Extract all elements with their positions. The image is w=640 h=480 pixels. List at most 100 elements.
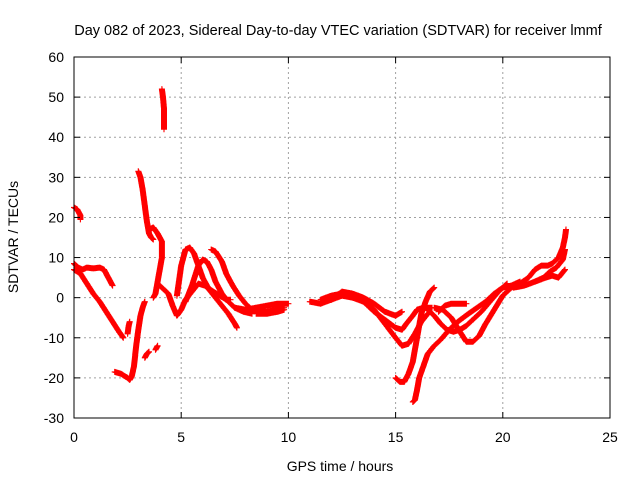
data-point — [76, 208, 78, 211]
data-point — [92, 267, 94, 269]
data-point — [163, 128, 165, 130]
axes: 0 5 10 15 20 25 -30 -20 -10 0 10 20 30 40 50 60 — [44, 49, 618, 445]
data-point — [79, 273, 82, 275]
data-point — [485, 301, 487, 303]
data-point — [146, 353, 148, 355]
data-point — [266, 305, 268, 307]
data-point — [557, 256, 560, 259]
x-tick-label: 5 — [177, 429, 185, 445]
data-point — [565, 228, 567, 231]
data-series-arc-16 — [253, 306, 288, 317]
data-point — [309, 301, 311, 303]
data-point — [373, 303, 375, 305]
data-point — [99, 301, 101, 303]
data-point-markers — [124, 318, 133, 337]
data-point — [506, 283, 508, 285]
data-series-arc-23 — [431, 280, 523, 345]
data-point — [208, 289, 210, 291]
data-point — [107, 277, 109, 279]
data-point — [135, 345, 137, 347]
data-point — [157, 232, 159, 235]
y-tick-label: 0 — [56, 290, 64, 306]
data-point — [427, 353, 429, 355]
data-point — [127, 377, 129, 379]
data-point — [412, 315, 414, 317]
data-point — [129, 379, 131, 381]
data-point — [395, 337, 397, 339]
data-point — [122, 337, 124, 339]
data-series-arc-15 — [231, 300, 292, 313]
data-point — [197, 264, 199, 267]
data-point — [362, 301, 365, 303]
data-series-arc-04 — [111, 298, 148, 383]
data-point — [227, 301, 229, 303]
data-point — [163, 289, 165, 291]
data-point — [159, 236, 161, 239]
data-point — [457, 321, 459, 323]
x-tick-label: 20 — [495, 429, 511, 445]
y-tick-label: 10 — [48, 250, 64, 266]
data-point-markers — [135, 168, 157, 243]
data-point — [154, 349, 157, 351]
data-point — [176, 315, 178, 317]
data-point — [105, 311, 107, 313]
data-point — [562, 246, 564, 249]
data-point — [142, 188, 144, 190]
data-point — [551, 275, 553, 277]
data-point — [433, 315, 435, 317]
data-series-arc-19 — [328, 292, 435, 333]
data-point — [416, 337, 418, 339]
data-point — [159, 285, 161, 287]
data-point — [407, 373, 410, 375]
data-point — [502, 295, 504, 297]
data-point — [440, 339, 442, 341]
x-axis-label: GPS time / hours — [287, 458, 394, 474]
data-point — [405, 323, 407, 325]
y-tick-label: 30 — [48, 169, 64, 185]
data-point — [210, 268, 212, 271]
data-point — [86, 283, 88, 285]
data-point — [148, 232, 150, 235]
data-point — [427, 313, 429, 315]
x-tick-label: 25 — [602, 429, 618, 445]
data-point — [412, 401, 414, 403]
data-point — [163, 108, 165, 110]
data-point — [399, 381, 401, 383]
data-point — [206, 260, 208, 263]
data-point — [283, 309, 285, 311]
y-tick-label: -30 — [44, 410, 64, 426]
data-point-markers — [158, 86, 167, 133]
data-point-markers — [71, 266, 127, 341]
data-point — [99, 266, 101, 269]
data-point — [161, 256, 163, 259]
data-point — [214, 250, 217, 253]
data-point — [167, 293, 169, 295]
data-point — [384, 319, 386, 321]
data-point — [467, 313, 470, 315]
x-tick-label: 10 — [281, 429, 297, 445]
data-point — [422, 365, 425, 367]
data-point — [414, 399, 416, 401]
data-point — [225, 273, 227, 275]
data-point — [184, 301, 187, 303]
data-point — [161, 240, 163, 243]
data-point — [465, 341, 467, 343]
data-point-markers — [71, 204, 84, 223]
data-point — [139, 315, 142, 317]
data-point — [384, 311, 386, 313]
data-point — [137, 329, 139, 331]
data-series-arc-21 — [409, 278, 523, 405]
data-point — [459, 303, 461, 305]
data-point — [277, 303, 279, 305]
data-point — [131, 375, 133, 377]
data-point — [319, 303, 322, 305]
data-point — [163, 120, 165, 122]
data-point — [148, 351, 150, 353]
x-tick-label: 15 — [388, 429, 404, 445]
plot-frame — [73, 56, 611, 419]
data-point — [154, 293, 157, 295]
data-point — [152, 297, 154, 299]
data-point — [189, 246, 191, 249]
data-point — [407, 343, 410, 345]
